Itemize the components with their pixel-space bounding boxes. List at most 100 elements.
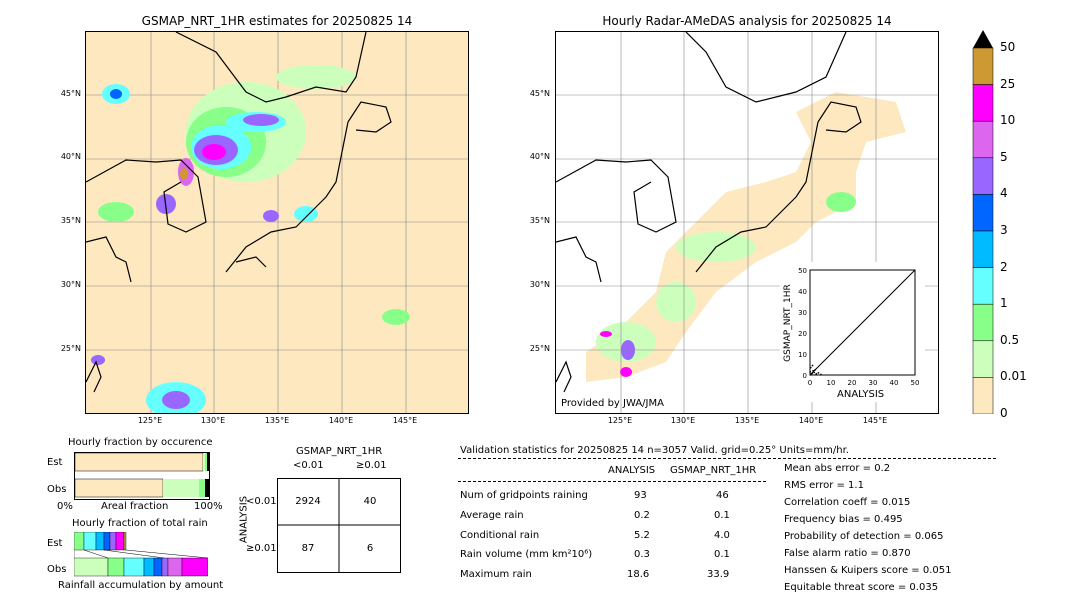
occurence-obs-bar-2 bbox=[199, 479, 205, 497]
stats-row-label-3: Conditional rain bbox=[460, 530, 540, 541]
left-coastlines bbox=[86, 32, 392, 393]
contingency-cell-21: 87 bbox=[301, 543, 315, 554]
occurence-svg bbox=[74, 452, 209, 498]
scatter-point bbox=[813, 371, 816, 374]
totalrain-est-bar-2 bbox=[83, 531, 97, 551]
left-lat-30: 30°N bbox=[60, 280, 81, 289]
stats-divider-mid bbox=[458, 481, 766, 482]
colorbar-tick-label: 2 bbox=[1000, 259, 1008, 274]
left-lon-125: 125°E bbox=[137, 416, 163, 425]
score-1: Mean abs error = 0.2 bbox=[784, 463, 891, 474]
totalrain-obs-bar-8 bbox=[181, 557, 209, 577]
totalrain-obs-label: Obs bbox=[47, 564, 67, 575]
totalrain-est-bar-3 bbox=[95, 531, 105, 551]
stats-row-g-5: 33.9 bbox=[707, 569, 730, 580]
colorbar-swatch bbox=[972, 377, 994, 415]
scatter-xtick: 40 bbox=[890, 379, 899, 387]
right-lat-35: 35°N bbox=[529, 216, 550, 225]
scatter-ytick: 50 bbox=[798, 267, 807, 275]
stats-row-a-2: 0.2 bbox=[634, 510, 650, 521]
totalrain-obs-bar-6 bbox=[161, 557, 169, 577]
scatter-xtick: 0 bbox=[808, 379, 812, 387]
stats-row-g-1: 46 bbox=[716, 490, 729, 501]
occurence-obs-bar-1 bbox=[163, 479, 199, 497]
right-coastlines bbox=[556, 32, 862, 393]
scatter-point bbox=[809, 370, 812, 373]
scatter-xtick: 50 bbox=[911, 379, 920, 387]
score-4: Frequency bias = 0.495 bbox=[784, 514, 903, 525]
scatter-ytick: 10 bbox=[798, 351, 807, 359]
totalrain-est-bar-4 bbox=[103, 531, 111, 551]
right-lon-135: 135°E bbox=[734, 416, 760, 425]
totalrain-chart bbox=[73, 531, 209, 578]
scatter-point bbox=[812, 369, 815, 372]
totalrain-xlabel: Rainfall accumulation by amount bbox=[58, 580, 224, 591]
colorbar-tick-label: 25 bbox=[1000, 76, 1016, 91]
score-5: Probability of detection = 0.065 bbox=[784, 531, 944, 542]
left-lat-25: 25°N bbox=[60, 344, 81, 353]
left-lat-40: 40°N bbox=[60, 152, 81, 161]
colorbar-tick-label: 10 bbox=[1000, 113, 1016, 128]
stats-col-analysis: ANALYSIS bbox=[608, 465, 656, 476]
right-lat-25: 25°N bbox=[529, 344, 550, 353]
right-lon-130: 130°E bbox=[670, 416, 696, 425]
totalrain-obs-bar-4 bbox=[143, 557, 155, 577]
scatter-inset: 0 10 20 30 40 50 0 10 20 30 40 50 bbox=[780, 262, 925, 402]
scatter-point bbox=[820, 373, 822, 376]
stats-row-a-5: 18.6 bbox=[627, 569, 650, 580]
right-map-title: Hourly Radar-AMeDAS analysis for 2025082… bbox=[602, 14, 892, 28]
scatter-xlabel: ANALYSIS bbox=[837, 389, 885, 400]
totalrain-est-bar-1 bbox=[73, 531, 85, 551]
colorbar-svg bbox=[972, 30, 994, 415]
left-map-title: GSMAP_NRT_1HR estimates for 20250825 14 bbox=[141, 14, 413, 28]
left-lon-130: 130°E bbox=[200, 416, 226, 425]
colorbar-tick-label: 0.01 bbox=[1000, 369, 1027, 384]
colorbar-tick-label: 0 bbox=[1000, 406, 1008, 420]
totalrain-obs-bar-5 bbox=[153, 557, 163, 577]
colorbar-swatch bbox=[972, 267, 994, 305]
right-lon-125: 125°E bbox=[607, 416, 633, 425]
right-lat-30: 30°N bbox=[529, 280, 550, 289]
scatter-diagonal bbox=[809, 269, 916, 376]
colorbar-tick-label: 1 bbox=[1000, 296, 1008, 311]
scatter-ytick: 40 bbox=[798, 288, 807, 296]
totalrain-connector-2 bbox=[125, 549, 209, 559]
contingency-row-ge: ≥0.01 bbox=[246, 543, 277, 554]
scatter-xtick: 20 bbox=[848, 379, 857, 387]
right-lon-145: 145°E bbox=[862, 416, 888, 425]
scatter-point bbox=[811, 364, 814, 367]
colorbar-swatch bbox=[972, 84, 994, 122]
scatter-point bbox=[815, 373, 818, 375]
colorbar-tick-label: 5 bbox=[1000, 149, 1008, 164]
radar-credit: Provided by JWA/JMA bbox=[561, 398, 664, 409]
totalrain-obs-bar-1 bbox=[73, 557, 109, 577]
contingency-cell-11: 2924 bbox=[295, 496, 321, 507]
colorbar-swatch bbox=[972, 47, 994, 85]
colorbar-swatch bbox=[972, 120, 994, 159]
totalrain-connector-4 bbox=[103, 549, 165, 559]
contingency-cell-22: 6 bbox=[366, 543, 374, 554]
totalrain-est-label: Est bbox=[47, 538, 63, 549]
occurence-x100: 100% bbox=[194, 501, 223, 512]
scatter-ytick: 0 bbox=[803, 372, 807, 380]
totalrain-est-bar-7 bbox=[123, 531, 127, 551]
scatter-point bbox=[814, 368, 817, 371]
left-map-canvas bbox=[86, 32, 468, 413]
scatter-point bbox=[811, 372, 813, 375]
colorbar-swatch bbox=[972, 340, 994, 378]
scatter-ylabel: GSMAP_NRT_1HR bbox=[783, 284, 793, 362]
scatter-point bbox=[817, 372, 820, 374]
totalrain-title: Hourly fraction of total rain bbox=[72, 518, 208, 529]
contingency-col-title: GSMAP_NRT_1HR bbox=[296, 446, 383, 457]
totalrain-svg bbox=[73, 531, 209, 577]
contingency-col-ge: ≥0.01 bbox=[356, 460, 387, 471]
colorbar-tick-label: 50 bbox=[1000, 40, 1016, 54]
stats-row-label-5: Maximum rain bbox=[460, 569, 532, 580]
contingency-svg bbox=[277, 478, 401, 573]
contingency-row-lt: <0.01 bbox=[246, 496, 277, 507]
totalrain-obs-bar-7 bbox=[167, 557, 183, 577]
stats-row-a-3: 5.2 bbox=[634, 530, 650, 541]
colorbar bbox=[972, 30, 994, 415]
left-map bbox=[85, 31, 469, 414]
stats-row-g-2: 0.1 bbox=[714, 510, 730, 521]
